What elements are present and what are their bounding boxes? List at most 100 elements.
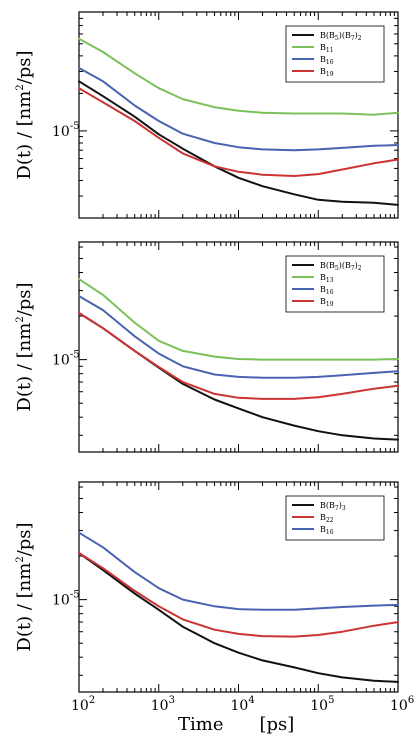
x-tick-label: 102 — [71, 695, 95, 714]
legend-sub: 7 — [351, 35, 355, 42]
series-line-2 — [78, 278, 399, 361]
y-label-unit-tail: /ps] — [14, 50, 35, 84]
legend-base: B — [320, 43, 326, 52]
y-label-prefix: D(t) — [14, 610, 35, 651]
legend-mid: )(B — [339, 31, 351, 40]
legend-base: B — [320, 525, 326, 534]
legend-sub: 2 — [358, 35, 362, 42]
series-line-1 — [78, 552, 399, 683]
series-line-3 — [78, 295, 399, 379]
series-line-3 — [78, 531, 399, 611]
y-axis-label: D(t) / [nm2/ps] — [14, 522, 35, 651]
legend-tail: ) — [339, 501, 342, 510]
legend-sub: 22 — [326, 517, 334, 524]
x-tick-base: 10 — [71, 698, 89, 714]
series-line-4 — [78, 87, 399, 177]
x-tick-exp: 2 — [89, 695, 95, 706]
legend-base: B — [320, 285, 326, 294]
y-tick-base: 10 — [52, 124, 70, 140]
series-line-3 — [78, 67, 399, 152]
legend-sub: 16 — [326, 59, 334, 66]
legend-sub: 16 — [326, 289, 334, 296]
legend-sub: 11 — [326, 47, 334, 54]
legend-base: B — [320, 513, 326, 522]
x-tick-label: 105 — [310, 695, 334, 714]
x-tick-label: 104 — [231, 695, 255, 714]
legend-base: B — [320, 273, 326, 282]
legend-sub: 2 — [358, 265, 362, 272]
legend-base: B(B — [320, 31, 335, 40]
y-tick-exp: -5 — [70, 121, 80, 132]
y-label-prefix: D(t) — [14, 370, 35, 411]
y-label-unit: [nm — [14, 563, 35, 599]
legend-base: B(B — [320, 501, 335, 510]
x-label-main: Time — [178, 714, 223, 735]
legend-sub: 5 — [335, 265, 339, 272]
legend-label: B16 — [320, 525, 334, 536]
series-line-1 — [78, 80, 399, 206]
y-label-slash: / — [14, 598, 35, 610]
series-line-4 — [78, 312, 399, 400]
legend-sub: 19 — [326, 71, 334, 78]
legend-sub: 13 — [326, 277, 334, 284]
legend-sub: 19 — [326, 301, 334, 308]
legend-base: B — [320, 67, 326, 76]
x-tick-base: 10 — [390, 698, 408, 714]
legend-sub: 16 — [326, 529, 334, 536]
legend-base: B — [320, 297, 326, 306]
y-tick-exp: -5 — [70, 590, 80, 601]
legend-sub: 5 — [335, 35, 339, 42]
y-axis-label: D(t) / [nm2/ps] — [14, 50, 35, 179]
y-tick-base: 10 — [52, 593, 70, 609]
legend-label: B19 — [320, 67, 334, 78]
y-label-slash: / — [14, 126, 35, 138]
y-tick-label: 10-5 — [52, 350, 80, 369]
x-tick-exp: 5 — [328, 695, 334, 706]
legend-label: B16 — [320, 55, 334, 66]
series-line-2 — [78, 552, 399, 638]
legend-label: B(B5)(B7)2 — [320, 261, 362, 272]
x-axis-label: Time [ps] — [178, 714, 294, 735]
x-tick-base: 10 — [151, 698, 169, 714]
y-label-unit-tail: /ps] — [14, 522, 35, 556]
y-tick-base: 10 — [52, 353, 70, 369]
legend-label: B22 — [320, 513, 334, 524]
legend-base: B(B — [320, 261, 335, 270]
x-tick-label: 106 — [390, 695, 414, 714]
legend-sub: 3 — [342, 505, 346, 512]
series-line-2 — [78, 37, 399, 116]
y-label-unit-exp: 2 — [15, 316, 26, 322]
legend-label: B16 — [320, 285, 334, 296]
x-tick-base: 10 — [231, 698, 249, 714]
y-label-unit: [nm — [14, 91, 35, 127]
legend-label: B13 — [320, 273, 334, 284]
y-label-unit-exp: 2 — [15, 556, 26, 562]
y-label-unit-tail: /ps] — [14, 282, 35, 316]
x-label-unit: [ps] — [259, 714, 294, 735]
y-label-unit-exp: 2 — [15, 84, 26, 90]
x-tick-exp: 6 — [408, 695, 414, 706]
y-label-slash: / — [14, 358, 35, 370]
legend-label: B(B7)3 — [320, 501, 346, 512]
legend-tail: ) — [355, 31, 358, 40]
y-label-unit: [nm — [14, 323, 35, 359]
legend-mid: )(B — [339, 261, 351, 270]
y-tick-exp: -5 — [70, 350, 80, 361]
legend-sub: 7 — [351, 265, 355, 272]
y-label-prefix: D(t) — [14, 138, 35, 179]
x-tick-base: 10 — [310, 698, 328, 714]
legend-base: B — [320, 55, 326, 64]
legend-label: B11 — [320, 43, 334, 54]
y-tick-label: 10-5 — [52, 590, 80, 609]
x-tick-exp: 3 — [169, 695, 175, 706]
legend-label: B(B5)(B7)2 — [320, 31, 362, 42]
x-tick-exp: 4 — [248, 695, 254, 706]
y-axis-label: D(t) / [nm2/ps] — [14, 282, 35, 411]
legend-tail: ) — [355, 261, 358, 270]
x-tick-label: 103 — [151, 695, 175, 714]
legend-sub: 7 — [335, 505, 339, 512]
